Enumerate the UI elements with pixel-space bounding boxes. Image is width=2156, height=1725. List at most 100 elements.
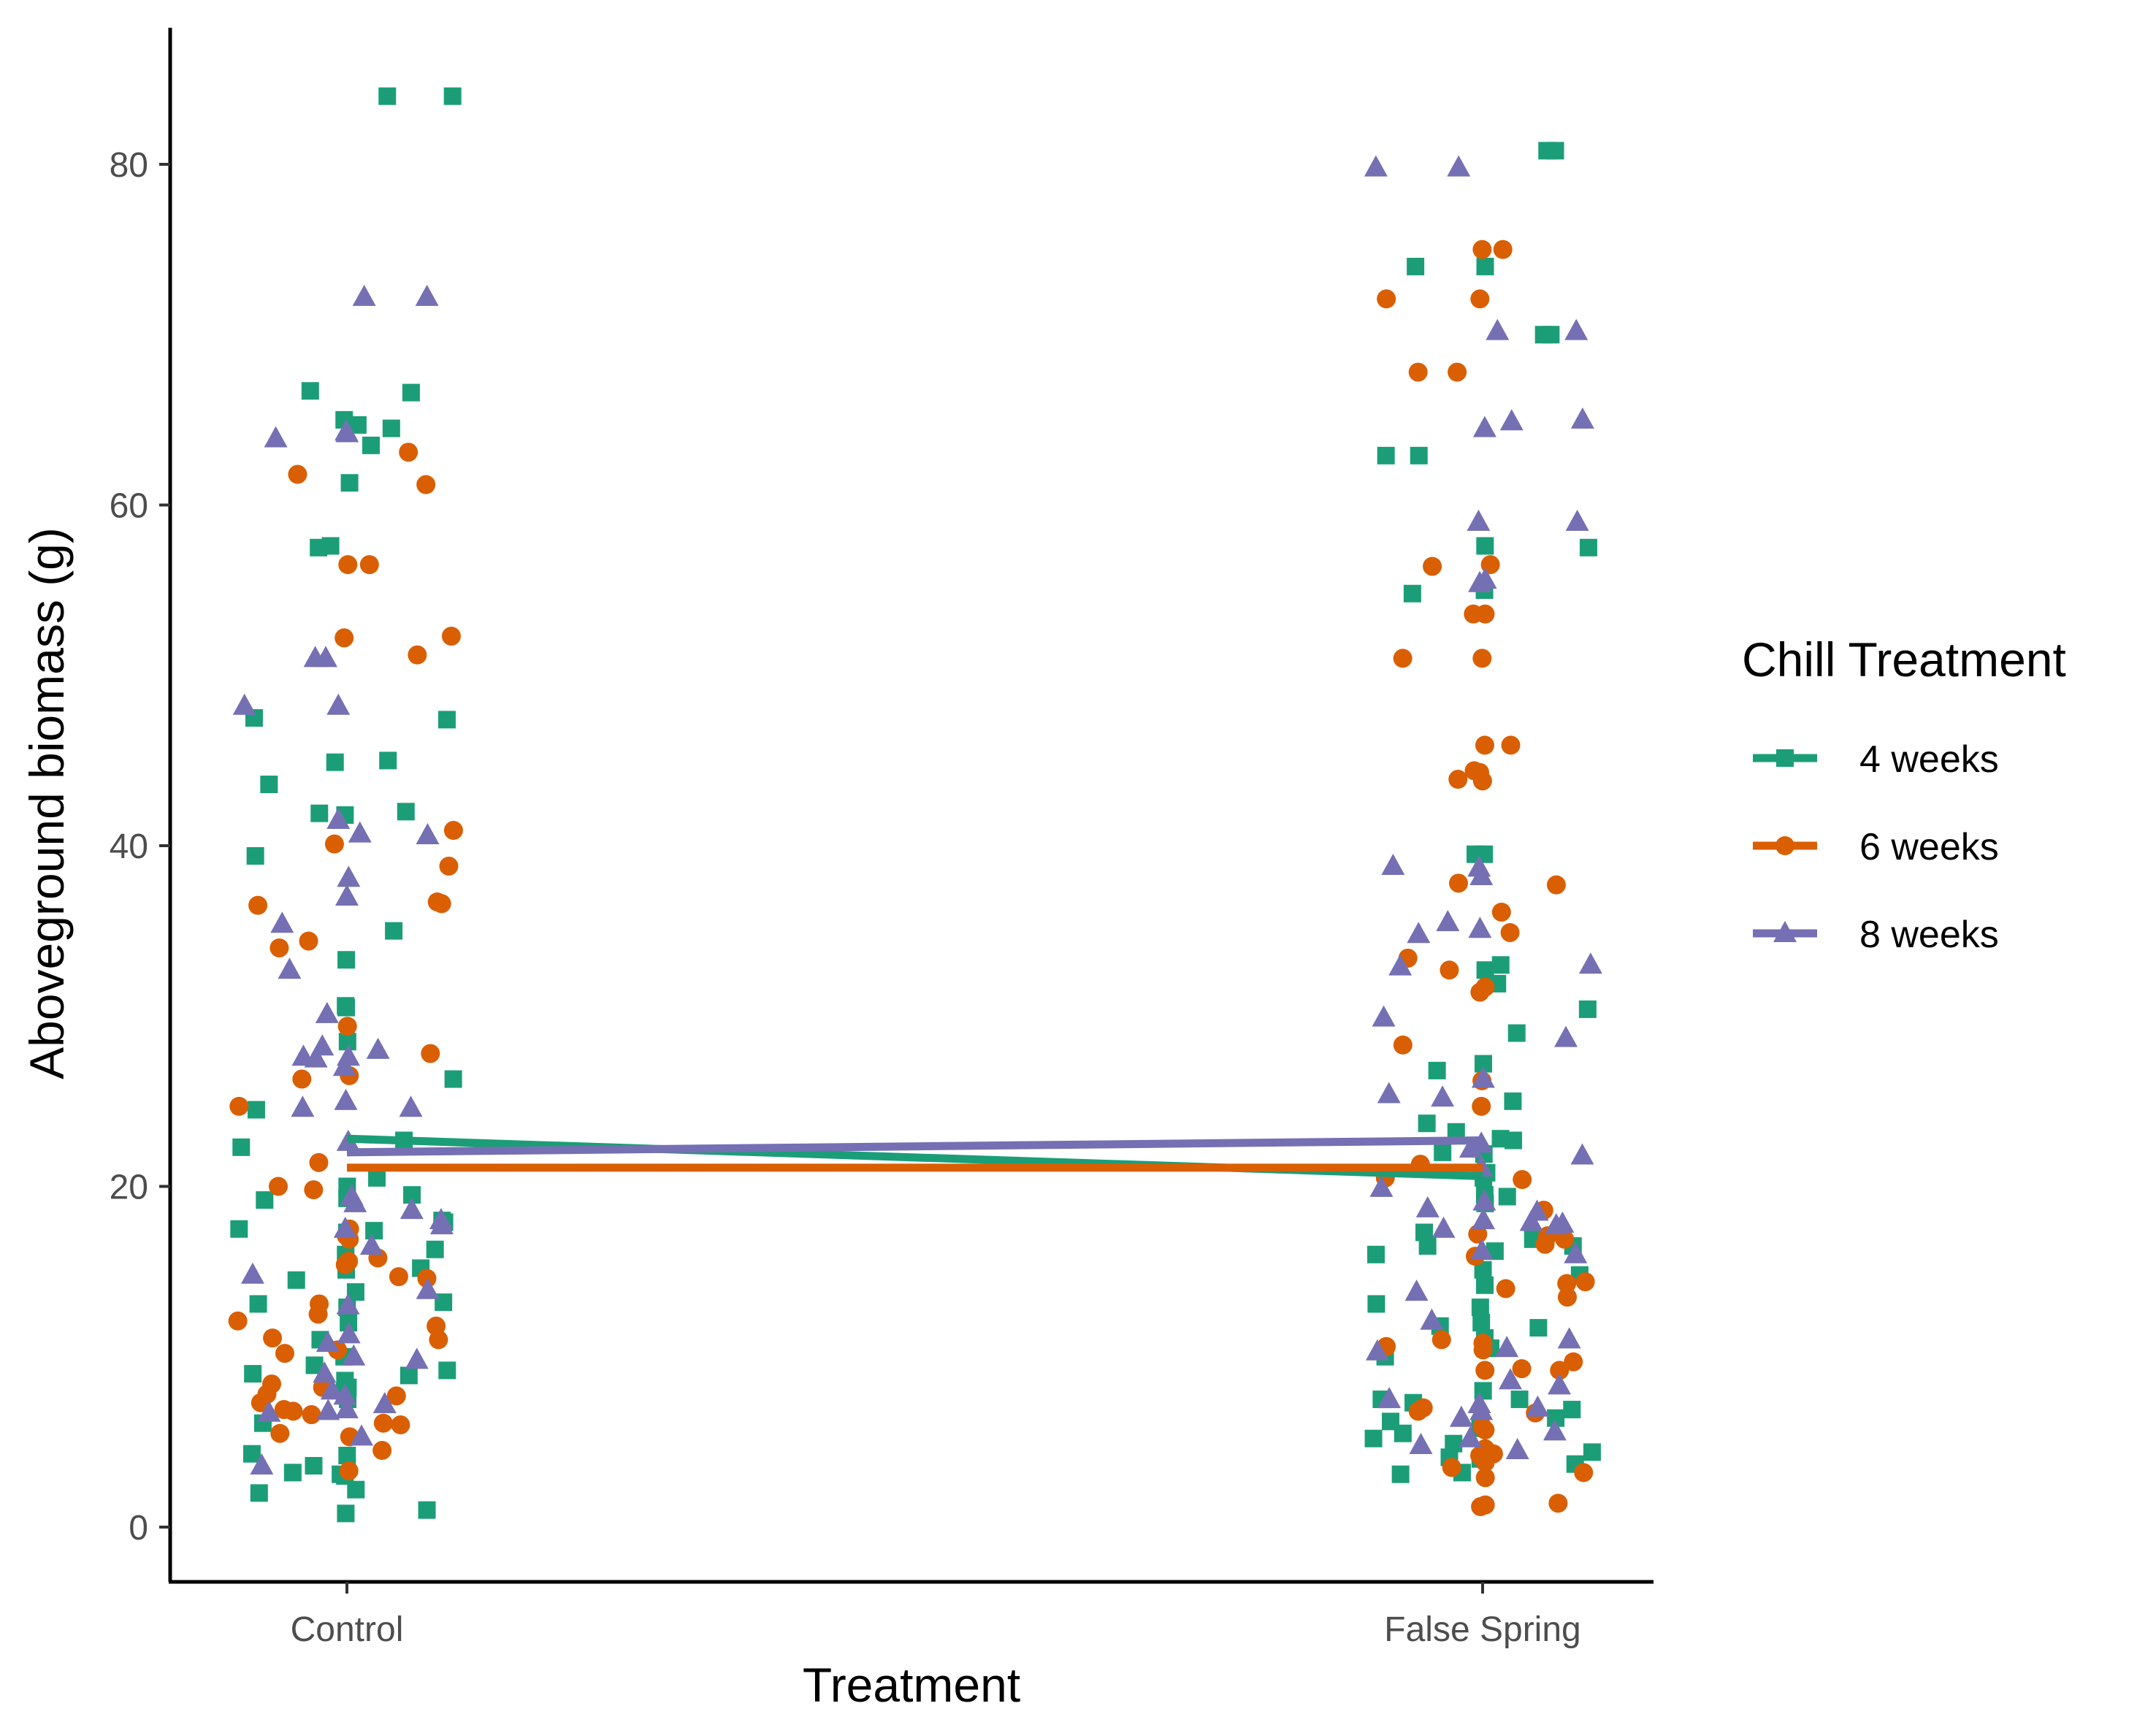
point-6-weeks bbox=[1548, 1493, 1568, 1513]
point-4-weeks bbox=[402, 383, 420, 402]
point-4-weeks bbox=[1546, 142, 1564, 160]
point-4-weeks bbox=[283, 1464, 302, 1482]
point-6-weeks bbox=[429, 1330, 448, 1350]
point-6-weeks bbox=[1471, 1497, 1491, 1517]
point-8-weeks bbox=[264, 426, 288, 448]
point-6-weeks bbox=[1475, 1453, 1495, 1472]
point-6-weeks bbox=[1512, 1359, 1532, 1379]
point-4-weeks bbox=[326, 753, 344, 771]
point-6-weeks bbox=[1440, 960, 1459, 980]
point-6-weeks bbox=[408, 645, 427, 665]
point-6-weeks bbox=[1535, 1234, 1555, 1254]
point-6-weeks bbox=[337, 1017, 357, 1036]
point-4-weeks bbox=[1504, 1092, 1522, 1110]
point-8-weeks bbox=[1554, 1025, 1578, 1047]
point-4-weeks bbox=[1505, 1131, 1523, 1150]
x-ticks-layer: Control False Spring bbox=[291, 1582, 1581, 1649]
point-4-weeks bbox=[1391, 1465, 1410, 1483]
point-4-weeks bbox=[256, 1191, 274, 1209]
point-4-weeks bbox=[246, 846, 264, 865]
point-8-weeks bbox=[1407, 922, 1431, 944]
mean-line-8-weeks bbox=[346, 1136, 1483, 1157]
y-tick-label: 80 bbox=[110, 146, 148, 185]
point-6-weeks bbox=[1470, 982, 1490, 1002]
point-4-weeks bbox=[1534, 326, 1553, 344]
point-6-weeks bbox=[339, 1461, 359, 1481]
point-6-weeks bbox=[1550, 1361, 1570, 1380]
point-4-weeks bbox=[1472, 1314, 1491, 1332]
point-6-weeks bbox=[1472, 1096, 1491, 1116]
point-6-weeks bbox=[1491, 902, 1511, 922]
axes-layer bbox=[168, 28, 1654, 1584]
point-8-weeks bbox=[416, 1277, 440, 1299]
point-4-weeks bbox=[310, 538, 328, 556]
point-4-weeks bbox=[378, 87, 397, 105]
point-8-weeks bbox=[1364, 155, 1388, 177]
point-8-weeks bbox=[337, 865, 361, 887]
point-6-weeks bbox=[270, 938, 289, 957]
point-8-weeks bbox=[335, 1397, 359, 1419]
point-8-weeks bbox=[359, 1233, 383, 1255]
point-4-weeks bbox=[1410, 446, 1428, 464]
point-6-weeks bbox=[304, 1180, 324, 1200]
point-4-weeks bbox=[1418, 1114, 1436, 1133]
point-4-weeks bbox=[1407, 257, 1425, 275]
point-6-weeks bbox=[324, 834, 344, 854]
point-6-weeks bbox=[421, 1044, 440, 1063]
point-4-weeks bbox=[337, 1504, 355, 1523]
point-8-weeks bbox=[1519, 1209, 1543, 1231]
point-8-weeks bbox=[1404, 1280, 1429, 1301]
point-6-weeks bbox=[1431, 1330, 1451, 1350]
point-4-weeks bbox=[379, 751, 397, 770]
point-4-weeks bbox=[1471, 1298, 1489, 1317]
point-6-weeks bbox=[248, 895, 268, 915]
point-6-weeks bbox=[335, 628, 354, 648]
point-8-weeks bbox=[1377, 1387, 1402, 1409]
point-6-weeks bbox=[283, 1401, 303, 1421]
point-4-weeks bbox=[385, 922, 403, 940]
point-8-weeks bbox=[1570, 407, 1594, 429]
point-6-weeks bbox=[441, 627, 461, 646]
legend-key-marker bbox=[1775, 836, 1794, 855]
point-4-weeks bbox=[397, 803, 415, 821]
point-6-weeks bbox=[1468, 1224, 1488, 1244]
point-4-weeks bbox=[443, 87, 462, 105]
point-4-weeks bbox=[340, 474, 359, 492]
point-8-weeks bbox=[291, 1095, 315, 1117]
point-8-weeks bbox=[1472, 1208, 1496, 1230]
point-4-weeks bbox=[1364, 1429, 1383, 1447]
point-6-weeks bbox=[308, 1304, 328, 1324]
point-4-weeks bbox=[1578, 1000, 1597, 1018]
point-6-weeks bbox=[275, 1344, 294, 1363]
point-6-weeks bbox=[1473, 1340, 1493, 1360]
point-6-weeks bbox=[269, 1177, 288, 1196]
point-8-weeks bbox=[232, 693, 256, 715]
point-8-weeks bbox=[1471, 1066, 1495, 1088]
point-4-weeks bbox=[1476, 1276, 1494, 1294]
point-8-weeks bbox=[1495, 1336, 1519, 1358]
point-8-weeks bbox=[1431, 1085, 1455, 1107]
point-4-weeks bbox=[400, 1366, 418, 1385]
y-tick-label: 40 bbox=[110, 827, 148, 866]
point-8-weeks bbox=[348, 821, 372, 843]
point-8-weeks bbox=[315, 1001, 339, 1023]
point-4-weeks bbox=[1498, 1187, 1516, 1206]
point-6-weeks bbox=[1500, 922, 1520, 942]
x-axis-title: Treatment bbox=[803, 1658, 1020, 1712]
point-6-weeks bbox=[1574, 1463, 1594, 1483]
point-6-weeks bbox=[399, 443, 418, 462]
y-axis-title: Aboveground biomass (g) bbox=[20, 527, 74, 1079]
point-6-weeks bbox=[1557, 1288, 1577, 1307]
legend-item-8-weeks: 8 weeks bbox=[1753, 914, 1999, 956]
point-4-weeks bbox=[260, 776, 278, 794]
point-4-weeks bbox=[287, 1271, 305, 1289]
point-8-weeks bbox=[303, 646, 327, 668]
point-4-weeks bbox=[1418, 1237, 1437, 1255]
point-8-weeks bbox=[1468, 570, 1492, 592]
point-6-weeks bbox=[1475, 1420, 1495, 1440]
point-4-weeks bbox=[438, 1361, 456, 1380]
point-8-weeks bbox=[336, 1293, 360, 1315]
point-6-weeks bbox=[373, 1413, 393, 1433]
point-8-weeks bbox=[326, 808, 351, 830]
point-8-weeks bbox=[1578, 952, 1602, 974]
